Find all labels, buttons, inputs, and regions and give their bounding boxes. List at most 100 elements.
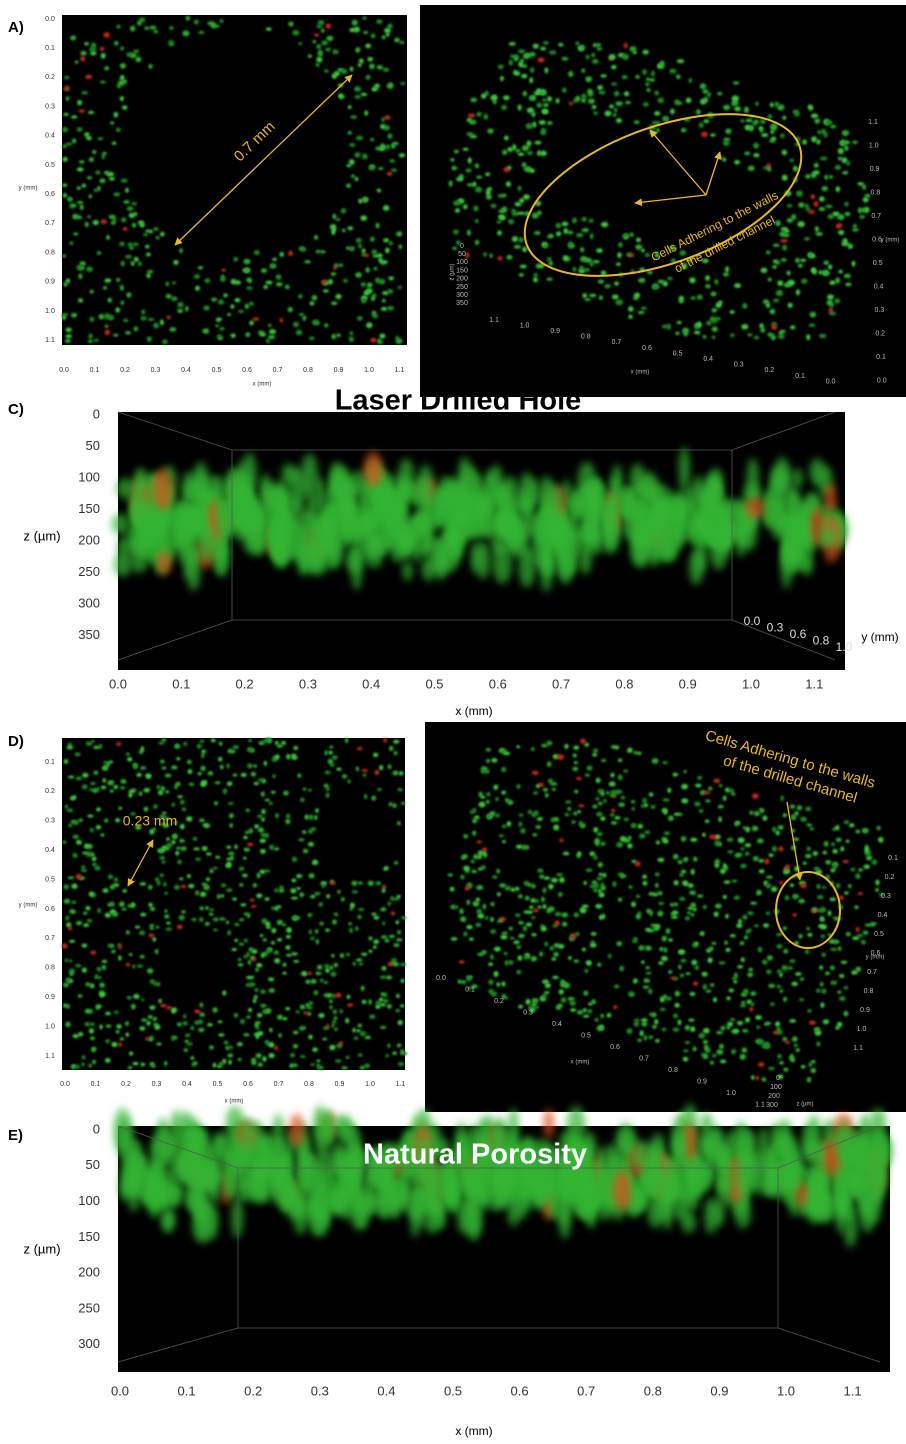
cell: [82, 851, 88, 854]
cell: [373, 945, 377, 949]
cell: [516, 845, 523, 849]
cell: [300, 798, 305, 802]
cell: [785, 864, 790, 869]
cell: [254, 988, 258, 992]
cell: [585, 773, 591, 776]
cell: [365, 44, 371, 49]
cell: [715, 904, 722, 909]
cell: [691, 869, 695, 875]
cell: [613, 1005, 618, 1009]
cell: [624, 43, 628, 49]
cell: [120, 1037, 124, 1040]
cell: [101, 833, 105, 836]
cell: [185, 306, 189, 312]
cell: [718, 522, 736, 546]
cell: [328, 751, 333, 755]
cell: [268, 335, 275, 339]
cell: [182, 807, 187, 811]
cell: [267, 948, 272, 953]
cell: [563, 852, 570, 856]
cell: [136, 773, 141, 777]
cell: [573, 746, 579, 750]
cell: [460, 980, 466, 983]
cell: [278, 888, 284, 892]
cell: [817, 909, 822, 913]
cell: [610, 773, 615, 777]
cell: [388, 802, 392, 806]
cell: [705, 284, 711, 288]
cell: [148, 64, 152, 69]
cell: [830, 898, 837, 902]
cell: [141, 746, 145, 751]
cell: [755, 1015, 762, 1020]
cell: [85, 982, 90, 986]
cell: [261, 791, 265, 796]
cell: [570, 1008, 576, 1012]
cell: [707, 957, 712, 963]
cell: [299, 313, 304, 317]
cell: [226, 763, 229, 768]
cell: [296, 887, 301, 890]
cell: [628, 886, 632, 889]
cell: [86, 266, 93, 272]
cell: [292, 30, 299, 36]
cell: [111, 1043, 116, 1046]
cell: [846, 840, 850, 843]
cell: [571, 820, 576, 824]
cell: [401, 802, 406, 805]
cell: [341, 208, 346, 214]
cell: [733, 1029, 740, 1034]
cell: [516, 784, 520, 789]
cell: [116, 1024, 121, 1029]
cell: [744, 107, 749, 113]
cell: [638, 824, 644, 829]
cell: [226, 888, 232, 892]
cell: [725, 948, 730, 952]
cell: [366, 322, 373, 328]
cell: [703, 1040, 708, 1044]
cell: [635, 75, 640, 79]
cell: [584, 969, 588, 973]
cell: [205, 906, 208, 910]
cell: [732, 96, 740, 102]
cell: [727, 1022, 733, 1027]
cell: [152, 469, 172, 510]
cell: [249, 947, 254, 951]
cell: [875, 888, 879, 892]
cell: [90, 317, 95, 322]
cell: [397, 1020, 403, 1025]
cell: [69, 940, 75, 943]
cell: [331, 272, 337, 276]
x-tick-label: 0.4: [703, 356, 713, 363]
y-tick-label: 0.0: [744, 614, 761, 628]
cell: [234, 298, 240, 302]
cell: [567, 807, 571, 811]
cell: [757, 838, 764, 843]
cell: [380, 1003, 386, 1006]
cell: [272, 258, 277, 262]
cell: [486, 792, 490, 797]
cell: [567, 231, 573, 235]
cell: [203, 823, 208, 827]
cell: [357, 1024, 362, 1028]
cell: [293, 1044, 298, 1049]
cell: [153, 29, 158, 33]
cell: [120, 300, 124, 305]
cell: [501, 791, 506, 795]
cell: [548, 261, 553, 266]
cell: [465, 252, 469, 258]
cell: [298, 42, 302, 45]
cell: [257, 815, 263, 818]
cell: [816, 884, 821, 889]
cell: [825, 483, 837, 512]
cell: [530, 67, 534, 73]
cell: [633, 978, 637, 983]
cell: [307, 1012, 311, 1016]
cell: [629, 233, 633, 237]
cell: [199, 906, 204, 910]
cell: [763, 923, 769, 927]
cell: [384, 28, 391, 34]
cell: [679, 873, 684, 877]
cell: [593, 827, 598, 833]
cell: [293, 960, 299, 963]
